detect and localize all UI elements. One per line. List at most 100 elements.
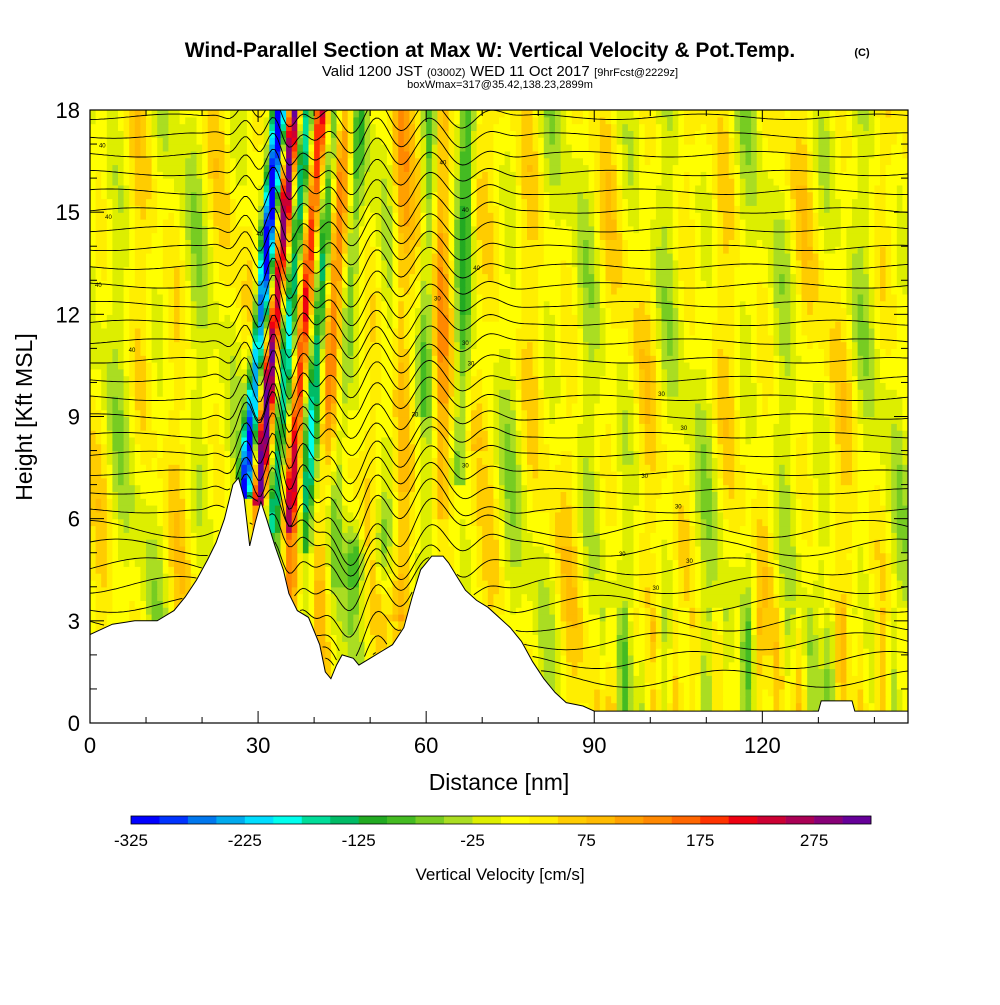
w-cell [112,484,136,492]
w-cell [538,443,550,452]
w-cell [459,375,466,383]
w-cell [667,402,696,411]
w-cell [678,511,685,520]
w-cell [846,641,853,649]
w-cell [342,627,349,635]
w-cell [241,484,248,492]
w-cell [717,620,724,629]
w-cell [207,436,220,445]
w-cell [583,648,601,656]
w-cell [499,389,511,397]
w-cell [711,627,719,635]
w-cell [527,593,539,601]
w-cell [415,539,422,547]
w-cell [560,634,567,642]
w-cell [583,402,595,411]
w-cell [431,450,438,458]
w-cell [510,607,517,615]
w-cell [471,436,478,445]
w-cell [543,423,578,431]
w-cell [616,614,623,622]
w-cell [118,402,125,411]
w-cell [459,580,472,588]
w-cell [118,545,147,554]
w-cell [605,484,618,492]
w-cell [880,498,887,506]
w-cell [302,464,310,472]
w-cell [375,532,382,540]
w-cell [202,471,209,479]
w-cell [650,654,657,663]
w-cell [162,505,169,513]
w-cell [639,477,646,486]
w-cell [560,586,567,595]
w-cell [168,532,175,540]
w-cell [678,661,691,670]
w-cell [274,436,282,445]
w-cell [179,471,186,479]
w-cell [846,409,853,418]
w-cell [555,545,562,554]
w-cell [286,518,293,527]
w-cell [314,545,326,554]
w-cell [829,416,836,424]
w-cell [868,600,875,608]
w-cell [448,525,461,533]
w-cell [695,580,702,588]
w-cell [711,491,719,499]
w-cell [751,648,758,656]
w-cell [756,525,769,533]
w-cell [252,471,259,479]
w-cell [599,532,623,540]
w-cell [381,505,394,513]
w-cell [241,457,248,465]
w-cell [812,471,831,479]
w-cell [706,654,713,663]
w-cell [773,525,780,533]
w-cell [532,648,539,656]
w-cell [549,566,556,574]
w-cell [874,402,903,411]
w-cell [415,409,422,418]
w-cell [756,600,763,608]
w-cell [795,682,803,690]
w-cell [639,661,646,670]
w-cell [370,477,377,486]
w-cell [824,382,831,390]
w-cell [667,654,674,663]
w-cell [280,443,287,452]
w-cell [106,477,113,486]
w-cell [812,505,819,513]
w-cell [767,402,780,411]
w-cell [824,573,831,581]
w-cell [812,477,819,486]
w-cell [555,580,562,588]
w-cell [336,471,343,479]
w-cell [846,607,853,615]
w-cell [370,498,377,506]
w-cell [302,532,310,540]
w-cell [661,409,668,418]
w-cell [723,518,730,527]
w-cell [773,423,791,431]
w-cell [723,702,741,710]
w-cell [297,539,304,547]
w-cell [190,573,197,581]
w-cell [286,525,293,533]
w-cell [700,477,713,486]
w-cell [157,580,164,588]
w-cell [857,505,870,513]
w-cell [252,484,259,492]
w-cell [431,382,438,390]
w-cell [431,539,438,547]
w-cell [790,539,797,547]
w-cell [112,402,119,411]
w-cell [650,682,657,690]
w-cell [577,505,584,513]
w-cell [358,620,366,629]
w-cell [672,552,679,561]
w-cell [566,396,578,404]
w-cell [857,559,864,567]
w-cell [146,539,158,547]
w-cell [762,668,775,676]
